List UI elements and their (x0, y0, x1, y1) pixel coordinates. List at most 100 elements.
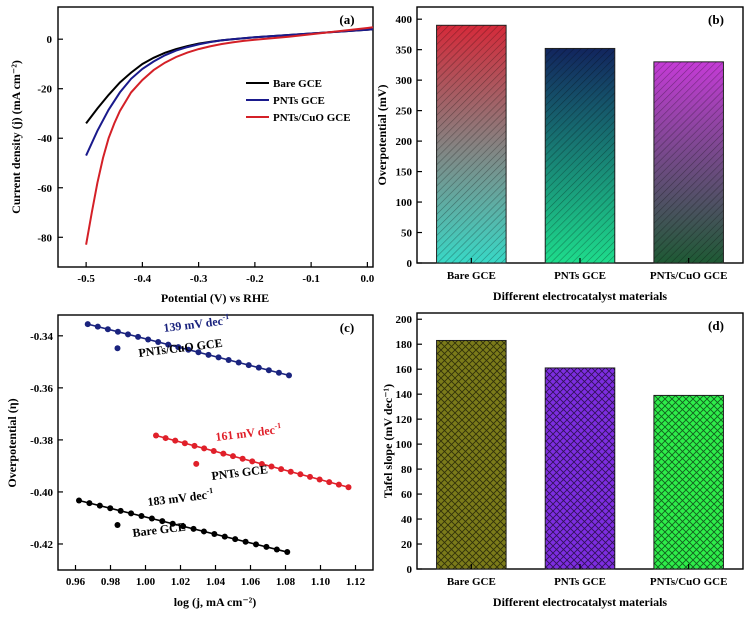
panel-c-xlabel: log (j, mA cm⁻²) (174, 595, 257, 609)
panel-c-point-pnts-gce (201, 445, 208, 452)
panel-c-point-bare-gce (128, 510, 135, 517)
panel-ytick-label: 0 (407, 564, 413, 576)
panel-a-xtick-label: -0.4 (134, 273, 152, 285)
panel-c-xtick-label: 1.06 (241, 576, 261, 588)
panel-a-ytick-label: -60 (37, 183, 52, 195)
panel-a-ytick-label: -80 (37, 232, 52, 244)
panel-c-point-pnts-cuo-gce (286, 372, 292, 379)
panel-a-ticks: -0.5 -0.4 -0.3 -0.2 -0.1 0.0 0 -20 -40 -60 -80 (37, 34, 374, 285)
panel-c-point-pnts-cuo-gce (225, 356, 232, 363)
panel-ytick-label: 100 (396, 197, 413, 209)
panel-a-curve-pnts-gce (85, 28, 374, 157)
panel-category-label: PNTs GCE (554, 270, 606, 282)
panel-c-point-pnts-gce (335, 481, 342, 488)
panel-c-point-bare-gce (273, 546, 280, 553)
panel-c-point-pnts-cuo-gce (145, 336, 152, 343)
panel-a-xtick-label: -0.1 (302, 273, 319, 285)
panel-d-bar-pnts-cuo-gce-hatch (653, 395, 724, 569)
panel-c-slope-exponent: -1 (274, 421, 282, 431)
panel-a-legend-label: PNTs GCE (273, 95, 325, 107)
panel-ytick-label: 180 (396, 339, 413, 351)
panel-c-point-pnts-cuo-gce (255, 364, 262, 371)
panel-c-point-pnts-cuo-gce (235, 359, 242, 366)
panel-d-xlabel: Different electrocatalyst materials (493, 595, 667, 609)
panel-ytick-label: 100 (396, 439, 413, 451)
panel-a-ytick-label: -40 (37, 133, 52, 145)
panel-c-point-bare-gce (117, 507, 124, 514)
panel-ytick-label: 250 (396, 106, 413, 118)
panel-ytick-label: 200 (396, 136, 413, 148)
panel-ytick-label: 140 (396, 389, 413, 401)
panel-c-ylabel: Overpotential (η) (5, 398, 19, 487)
panel-b-bar-bare-gce-hatch (436, 25, 507, 263)
panel-d-ticks: Bare GCE PNTs GCE PNTs/CuO GCE 0 20 40 60 80 100… (396, 314, 728, 588)
panel-ytick-label: 80 (401, 464, 413, 476)
panel-c-xtick-label: 1.10 (311, 576, 331, 588)
panel-c-series-label-bare-gce: Bare GCE (132, 520, 187, 540)
panel-c-slope-value: 161 mV dec (215, 423, 277, 444)
panel-ytick-label: 120 (396, 414, 413, 426)
panel-c-point-pnts-gce (181, 440, 188, 447)
panel-c-point-pnts-cuo-gce (94, 323, 101, 330)
panel-c-point-pnts-gce (297, 471, 304, 478)
panel-ytick-label: 400 (396, 14, 413, 26)
panel-c-point-pnts-cuo-gce (104, 326, 111, 333)
panel-c-point-pnts-gce (239, 455, 246, 462)
panel-c-xtick-label: 1.08 (276, 576, 296, 588)
panel-c-point-bare-gce (190, 525, 197, 532)
panel-c-point-pnts-gce (307, 473, 313, 480)
panel-a-curves (85, 26, 374, 245)
panel-c-point-pnts-gce (326, 479, 333, 486)
panel-c-point-pnts-gce (191, 442, 198, 449)
panel-c-point-bare-gce (242, 538, 249, 545)
panel-c-point-pnts-cuo-gce (135, 333, 142, 340)
panel-d: Bare GCE PNTs GCE PNTs/CuO GCE 0 20 40 60 80 100… (381, 312, 744, 609)
panel-b-ylabel: Overpotential (mV) (375, 85, 389, 186)
panel-a-legend: Bare GCE PNTs GCE PNTs/CuO GCE (246, 78, 351, 124)
panel-c-point-pnts-gce (287, 468, 294, 475)
panel-c-point-bare-gce (200, 528, 207, 535)
panel-ytick-label: 350 (396, 45, 413, 57)
panel-b-bar-pnts-gce-hatch (545, 48, 615, 264)
panel-c-point-pnts-cuo-gce (185, 346, 192, 353)
panel-c-point-bare-gce (107, 505, 114, 512)
panel-c-slope-label-pnts-gce: 161 mV dec-1 (215, 421, 283, 444)
panel-d-tag: (d) (708, 318, 724, 333)
panel-category-label: PNTs/CuO GCE (650, 270, 728, 282)
panel-a-xtick-label: -0.2 (246, 273, 264, 285)
panel-c-point-pnts-gce (220, 450, 227, 457)
panel-c-slope-exponent: -1 (206, 486, 214, 496)
panel-c-point-pnts-gce (258, 460, 265, 467)
panel-ytick-label: 160 (396, 364, 413, 376)
panel-c-point-pnts-gce (345, 484, 352, 491)
panel-c-point-bare-gce (211, 531, 218, 538)
panel-c-point-pnts-cuo-gce (215, 354, 222, 361)
panel-c-point-pnts-cuo-gce (125, 331, 131, 338)
panel-c-xtick-label: 1.00 (136, 576, 156, 588)
panel-c-ytick-label: -0.40 (30, 487, 53, 499)
panel-c-point-bare-gce (159, 518, 166, 525)
panel-a-legend-label: Bare GCE (273, 78, 322, 90)
panel-a: -0.5 -0.4 -0.3 -0.2 -0.1 0.0 0 -20 -40 -60 -80 (a)… (9, 6, 375, 305)
panel-ytick-label: 300 (396, 75, 413, 87)
panel-d-bars (436, 339, 724, 570)
panel-c-point-pnts-cuo-gce (275, 369, 282, 376)
panel-c-ytick-label: -0.38 (30, 435, 53, 447)
panel-ytick-label: 20 (401, 539, 413, 551)
panel-a-xtick-label: -0.3 (190, 273, 208, 285)
panel-c-point-pnts-gce (249, 458, 256, 465)
panel-c-point-bare-gce (180, 523, 187, 530)
panel-c-ytick-label: -0.34 (30, 331, 53, 343)
panel-c-point-pnts-gce (278, 466, 285, 473)
panel-c-point-pnts-cuo-gce (195, 349, 202, 356)
panel-c-slope-value: 139 mV dec (163, 314, 225, 335)
panel-ytick-label: 200 (396, 314, 413, 326)
panel-c-point-bare-gce (169, 520, 176, 527)
panel-category-label: PNTs GCE (554, 576, 606, 588)
panel-a-frame (57, 6, 374, 268)
panel-c-point-bare-gce (284, 549, 291, 556)
panel-c-point-pnts-gce (153, 432, 159, 439)
panel-c-ytick-label: -0.36 (30, 383, 53, 395)
panel-ytick-label: 150 (396, 167, 413, 179)
